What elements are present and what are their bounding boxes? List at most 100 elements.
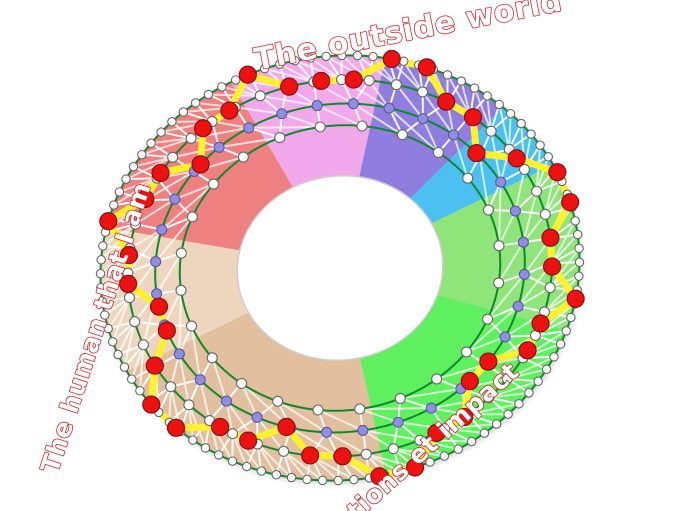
graph-node-ring-3[interactable] — [151, 288, 163, 300]
graph-node-outer[interactable] — [121, 174, 131, 184]
graph-node-outer[interactable] — [213, 450, 224, 460]
highlight-node[interactable] — [541, 228, 560, 247]
highlight-node[interactable] — [344, 70, 363, 89]
highlight-node[interactable] — [210, 417, 230, 437]
graph-node-outer[interactable] — [574, 243, 584, 254]
graph-node-outer[interactable] — [156, 127, 166, 137]
highlight-node[interactable] — [145, 356, 164, 375]
graph-node-inner[interactable] — [206, 352, 218, 364]
graph-node-outer[interactable] — [167, 117, 177, 127]
graph-node-ring-3[interactable] — [213, 141, 225, 153]
graph-node-outer[interactable] — [524, 388, 534, 398]
graph-node-ring-3[interactable] — [518, 268, 530, 280]
graph-node-inner[interactable] — [237, 151, 249, 163]
graph-node-outer[interactable] — [271, 469, 282, 480]
graph-node-ring-3[interactable] — [194, 374, 206, 386]
graph-node-outer[interactable] — [439, 451, 450, 461]
graph-node-outer[interactable] — [574, 271, 584, 281]
graph-node-outer[interactable] — [543, 152, 554, 162]
graph-node-outer[interactable] — [466, 436, 477, 447]
highlight-node[interactable] — [157, 321, 176, 340]
graph-node-outer[interactable] — [137, 149, 147, 160]
graph-node-ring-3[interactable] — [321, 426, 333, 438]
graph-node-outer[interactable] — [317, 475, 328, 486]
graph-node-inner[interactable] — [274, 132, 286, 144]
graph-node-ring-3[interactable] — [517, 236, 529, 248]
graph-node-ring-2[interactable] — [254, 90, 266, 102]
highlight-node[interactable] — [136, 189, 155, 208]
graph-node-ring-2[interactable] — [531, 185, 543, 197]
highlight-node[interactable] — [370, 467, 389, 486]
graph-node-outer[interactable] — [190, 98, 201, 108]
graph-node-ring-3[interactable] — [220, 395, 233, 407]
graph-node-outer[interactable] — [230, 75, 241, 85]
highlight-node[interactable] — [437, 92, 456, 111]
graph-node-outer[interactable] — [114, 187, 125, 197]
graph-node-ring-3[interactable] — [169, 193, 181, 205]
highlight-node[interactable] — [460, 372, 479, 391]
graph-node-inner[interactable] — [394, 392, 406, 404]
graph-node-outer[interactable] — [95, 268, 106, 279]
graph-node-outer[interactable] — [98, 241, 108, 251]
graph-node-inner[interactable] — [272, 395, 284, 407]
highlight-node[interactable] — [220, 101, 239, 120]
graph-node-ring-3[interactable] — [425, 402, 437, 414]
graph-node-ring-2[interactable] — [539, 208, 551, 220]
graph-node-ring-2[interactable] — [483, 392, 495, 404]
graph-node-ring-2[interactable] — [387, 443, 399, 455]
graph-node-outer[interactable] — [541, 364, 552, 375]
graph-node-outer[interactable] — [126, 374, 137, 384]
graph-node-ring-2[interactable] — [414, 434, 426, 446]
graph-node-outer[interactable] — [96, 255, 106, 265]
graph-node-outer[interactable] — [241, 461, 252, 472]
highlight-node[interactable] — [119, 245, 139, 265]
graph-node-outer[interactable] — [535, 140, 545, 150]
graph-node-ring-2[interactable] — [363, 74, 375, 87]
graph-node-ring-2[interactable] — [123, 292, 136, 304]
highlight-node[interactable] — [99, 212, 118, 231]
highlight-node[interactable] — [427, 423, 446, 442]
graph-node-ring-3[interactable] — [276, 108, 288, 120]
highlight-node[interactable] — [280, 77, 299, 96]
graph-node-outer[interactable] — [103, 323, 113, 334]
highlight-node[interactable] — [191, 155, 210, 174]
graph-node-inner[interactable] — [314, 121, 326, 133]
graph-node-ring-3[interactable] — [173, 348, 185, 360]
graph-node-outer[interactable] — [561, 326, 571, 336]
graph-node-inner[interactable] — [175, 247, 187, 259]
graph-node-outer[interactable] — [200, 443, 211, 453]
highlight-node[interactable] — [518, 341, 537, 360]
graph-node-outer[interactable] — [555, 339, 566, 349]
graph-node-outer[interactable] — [217, 82, 227, 92]
graph-node-ring-2[interactable] — [167, 151, 179, 163]
graph-node-outer[interactable] — [456, 76, 467, 86]
graph-node-ring-2[interactable] — [185, 132, 197, 144]
graph-node-ring-2[interactable] — [518, 163, 531, 175]
graph-node-outer[interactable] — [135, 386, 145, 396]
graph-node-outer[interactable] — [352, 50, 363, 61]
graph-node-outer[interactable] — [516, 118, 526, 129]
graph-node-ring-3[interactable] — [495, 176, 507, 188]
graph-node-inner[interactable] — [493, 277, 505, 289]
highlight-node[interactable] — [151, 163, 170, 183]
highlight-node[interactable] — [301, 446, 320, 465]
graph-node-ring-3[interactable] — [383, 102, 395, 114]
highlight-node[interactable] — [277, 417, 296, 436]
graph-node-outer[interactable] — [533, 376, 543, 387]
graph-node-outer[interactable] — [290, 55, 300, 66]
graph-node-inner[interactable] — [482, 204, 494, 216]
highlight-node[interactable] — [238, 65, 257, 84]
highlight-node[interactable] — [531, 314, 550, 333]
graph-node-ring-3[interactable] — [243, 122, 255, 134]
graph-node-inner[interactable] — [186, 320, 198, 332]
highlight-node[interactable] — [405, 458, 425, 477]
highlight-node[interactable] — [548, 163, 567, 182]
graph-node-outer[interactable] — [526, 129, 536, 139]
graph-node-outer[interactable] — [305, 53, 316, 63]
graph-node-ring-2[interactable] — [227, 428, 239, 440]
graph-node-outer[interactable] — [203, 89, 214, 100]
graph-node-outer[interactable] — [572, 229, 583, 240]
graph-node-outer[interactable] — [256, 466, 267, 476]
highlight-node[interactable] — [382, 49, 401, 69]
graph-node-ring-2[interactable] — [129, 218, 142, 230]
